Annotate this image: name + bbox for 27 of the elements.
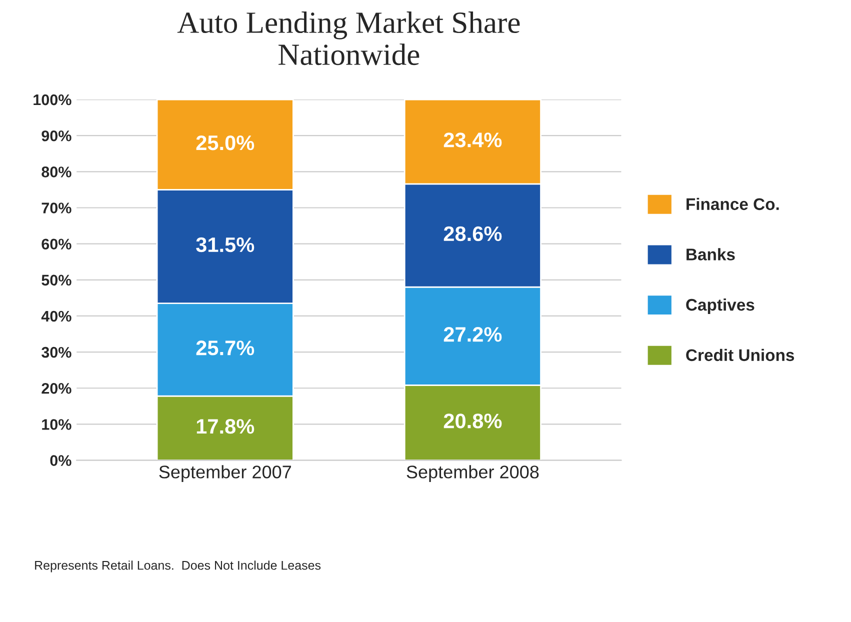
data-label: 27.2% xyxy=(444,327,502,342)
y-tick-label: 0% xyxy=(50,455,72,466)
y-tick-label: 20% xyxy=(42,382,72,394)
x-tick-label: September 2007 xyxy=(159,465,291,482)
data-label: 17.8% xyxy=(196,419,254,434)
y-tick-label: 80% xyxy=(42,166,72,178)
legend-label: Banks xyxy=(686,248,735,260)
data-label: 23.4% xyxy=(444,132,502,148)
data-label: 20.8% xyxy=(444,414,502,428)
legend-label: Captives xyxy=(686,298,754,314)
legend-label: Credit Unions xyxy=(686,348,794,362)
y-tick-label: 90% xyxy=(42,130,72,142)
legend-label: Finance Co. xyxy=(686,198,779,210)
y-tick-label: 30% xyxy=(42,346,72,358)
text: Represents Retail Loans. Does Not Include Leases xyxy=(35,560,321,572)
y-tick-label: 100% xyxy=(34,94,72,106)
y-tick-label: 70% xyxy=(42,202,72,214)
y-tick-label: 40% xyxy=(41,310,72,322)
data-label: 25.0% xyxy=(196,135,254,150)
y-tick-label: 50% xyxy=(42,274,72,286)
x-tick-label: September 2008 xyxy=(406,465,539,482)
data-label: 25.7% xyxy=(196,340,254,356)
y-tick-label: 10% xyxy=(42,419,72,430)
y-tick-label: 60% xyxy=(42,238,72,250)
chart-title: Auto Lending Market Share Nationwide xyxy=(177,12,520,66)
data-label: 28.6% xyxy=(444,226,502,242)
data-label: 31.5% xyxy=(196,237,254,252)
